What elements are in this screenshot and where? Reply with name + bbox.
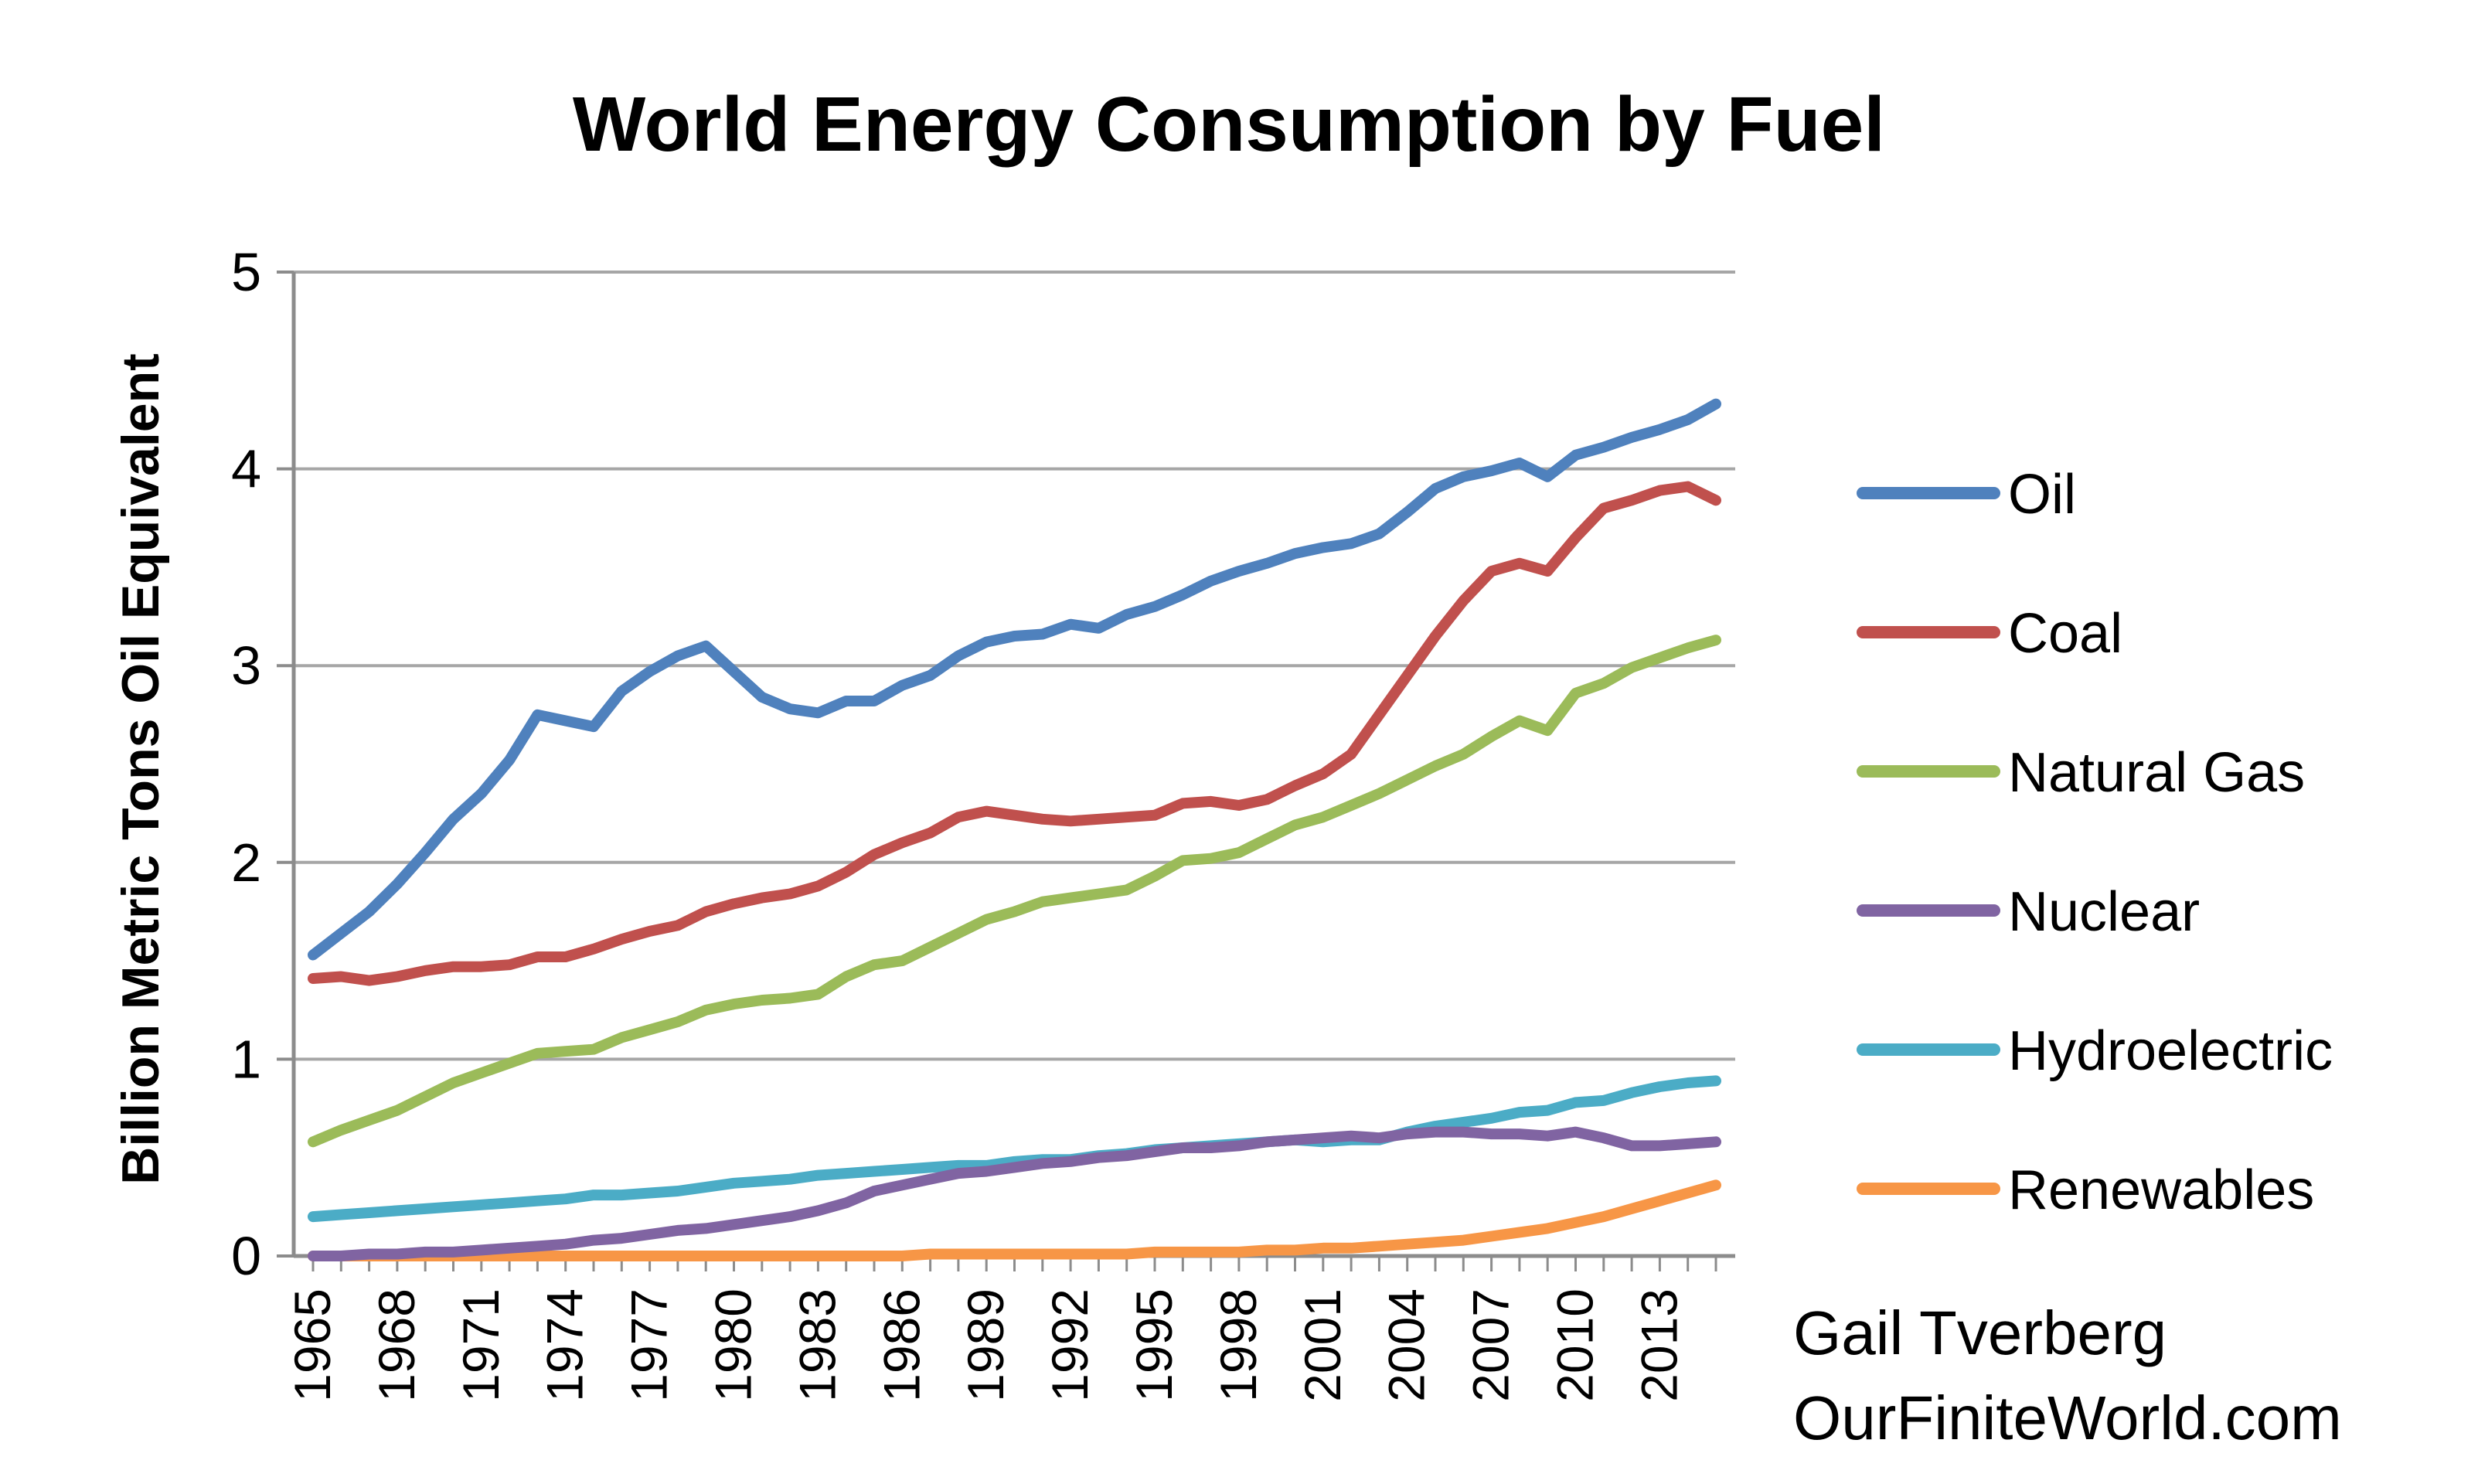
x-tick-label: 1980 bbox=[705, 1288, 762, 1402]
y-tick-label: 2 bbox=[231, 832, 261, 893]
x-tick-label: 2010 bbox=[1547, 1288, 1604, 1402]
y-axis-label: Billion Metric Tons Oil Equivalent bbox=[111, 353, 170, 1185]
credit-site: OurFiniteWorld.com bbox=[1793, 1384, 2342, 1452]
legend: Oil Coal Natural Gas Nuclear Hydroelectric Re… bbox=[1857, 464, 2333, 1221]
series-line-natural-gas bbox=[308, 635, 1721, 1148]
legend-label-nuclear: Nuclear bbox=[2008, 881, 2200, 943]
x-tick-label: 2013 bbox=[1630, 1288, 1687, 1402]
x-tick-label: 1968 bbox=[368, 1288, 425, 1402]
x-tick-label: 1989 bbox=[957, 1288, 1014, 1402]
legend-label-renewables: Renewables bbox=[2008, 1159, 2314, 1221]
x-tick-label: 1974 bbox=[536, 1288, 594, 1402]
series-line-renewables bbox=[308, 1179, 1721, 1261]
legend-label-natural-gas: Natural Gas bbox=[2008, 742, 2305, 804]
x-tick-label: 2001 bbox=[1294, 1288, 1351, 1402]
x-tick-label: 1977 bbox=[621, 1288, 678, 1402]
y-tick-label: 5 bbox=[231, 242, 261, 302]
x-tick-label: 1998 bbox=[1210, 1288, 1267, 1402]
y-tick-label: 4 bbox=[231, 439, 261, 499]
x-tick-label: 1992 bbox=[1041, 1288, 1098, 1402]
x-axis-ticks: 1965 1968 1971 1974 1977 1980 1983 1986 1989 1992… bbox=[284, 1256, 1717, 1402]
legend-label-oil: Oil bbox=[2008, 464, 2076, 526]
y-tick-label: 1 bbox=[231, 1029, 261, 1089]
x-tick-label: 1983 bbox=[788, 1288, 846, 1402]
x-tick-label: 1986 bbox=[873, 1288, 930, 1402]
x-tick-label: 2004 bbox=[1378, 1288, 1435, 1402]
series-line-oil bbox=[308, 398, 1721, 961]
legend-label-coal: Coal bbox=[2008, 603, 2122, 665]
gridlines bbox=[294, 271, 1735, 1061]
y-tick-label: 0 bbox=[231, 1226, 261, 1286]
legend-label-hydroelectric: Hydroelectric bbox=[2008, 1020, 2333, 1082]
x-tick-label: 1965 bbox=[284, 1288, 341, 1402]
y-axis-ticks: 0 1 2 3 4 5 bbox=[231, 242, 294, 1286]
series-line-nuclear bbox=[308, 1126, 1721, 1261]
series-lines bbox=[308, 398, 1721, 1261]
x-tick-label: 2007 bbox=[1462, 1288, 1520, 1402]
credit-author: Gail Tverberg bbox=[1793, 1298, 2167, 1367]
series-line-hydroelectric bbox=[308, 1075, 1721, 1223]
x-tick-label: 1995 bbox=[1125, 1288, 1183, 1402]
y-tick-label: 3 bbox=[231, 635, 261, 696]
x-tick-label: 1971 bbox=[452, 1288, 509, 1402]
series-line-coal bbox=[308, 481, 1721, 986]
chart-title: World Energy Consumption by Fuel bbox=[573, 81, 1885, 168]
